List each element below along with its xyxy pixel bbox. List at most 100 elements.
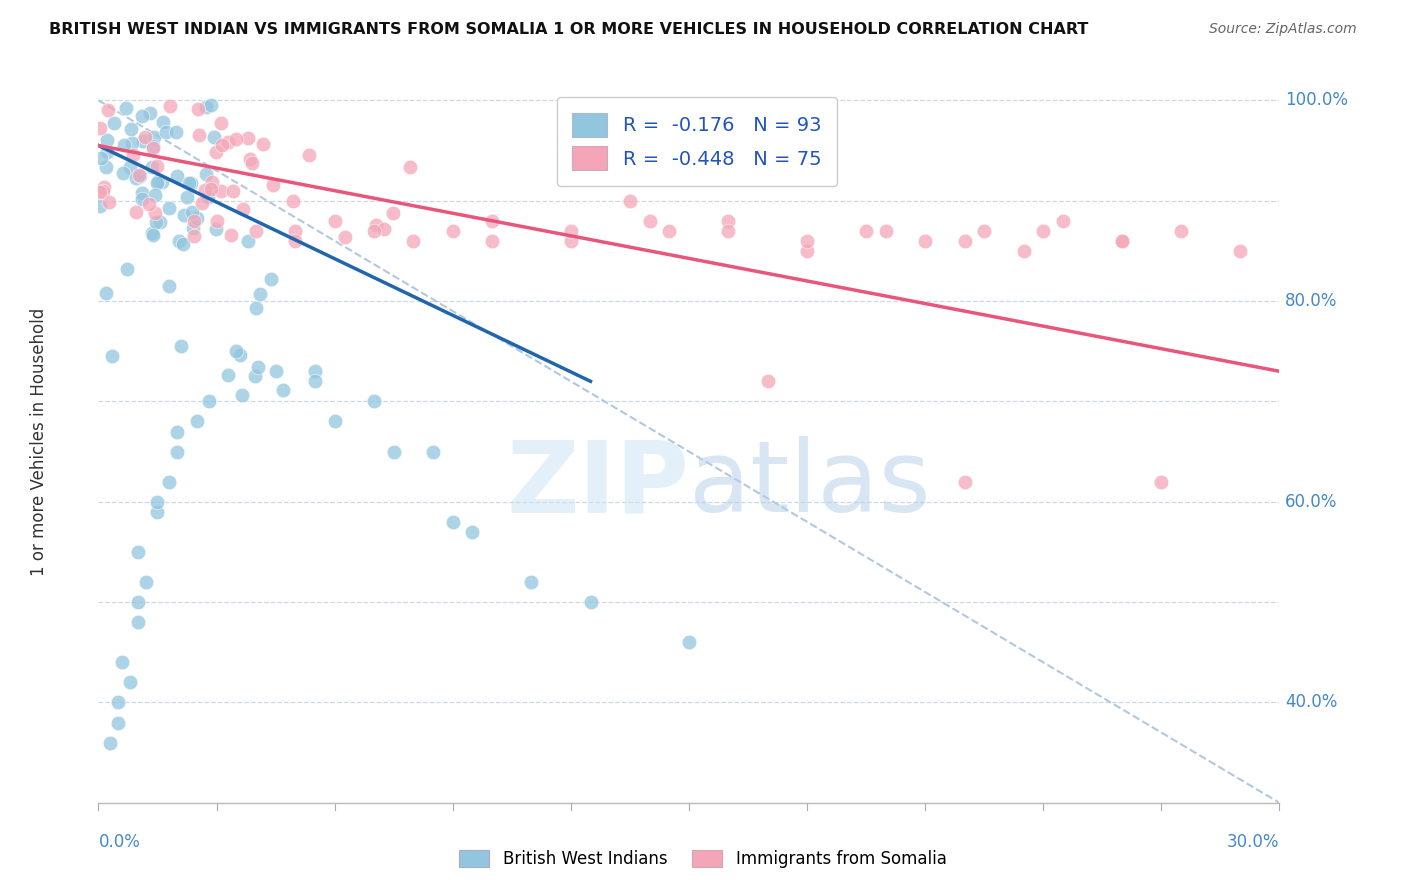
Point [141,161,163,175]
Point [181,205,204,219]
Point [1032,224,1054,238]
Point [107,695,129,709]
Point [211,138,233,153]
Point [134,130,156,145]
Point [249,287,271,301]
Point [373,221,395,235]
Point [89,120,111,135]
Point [335,229,357,244]
Point [264,364,287,378]
Point [173,209,195,223]
Point [98,735,121,749]
Point [90,151,112,165]
Point [245,224,267,238]
Point [363,394,385,409]
Point [125,204,148,219]
Point [678,635,700,649]
Point [217,135,239,149]
Point [1012,244,1035,258]
Point [107,715,129,730]
Point [170,339,193,353]
Point [146,494,169,508]
Point [120,161,142,175]
Point [183,213,205,227]
Point [200,181,222,195]
Point [236,131,259,145]
Point [142,141,165,155]
Point [176,190,198,204]
Point [323,414,346,428]
Point [183,228,205,243]
Point [481,213,503,227]
Point [186,211,208,225]
Point [157,279,180,293]
Point [205,145,228,160]
Point [180,176,202,190]
Point [717,213,740,227]
Point [138,197,160,211]
Point [205,213,228,227]
Point [186,414,208,428]
Point [142,228,165,243]
Point [304,374,326,388]
Point [159,98,181,112]
Point [247,360,270,375]
Point [127,595,149,609]
Text: atlas: atlas [689,436,931,533]
Point [89,185,111,199]
Point [146,176,169,190]
Point [217,368,239,382]
Point [323,213,346,227]
Point [139,106,162,120]
Point [1170,224,1192,238]
Point [281,194,304,208]
Point [298,147,321,161]
Point [381,206,404,220]
Point [240,156,263,170]
Point [97,103,120,117]
Point [166,425,188,439]
Point [422,444,444,458]
Point [183,220,205,235]
Point [197,394,219,409]
Text: 60.0%: 60.0% [1285,492,1337,511]
Point [149,215,172,229]
Point [132,134,155,148]
Point [194,183,217,197]
Point [658,224,681,238]
Point [953,234,976,248]
Point [231,387,253,401]
Point [129,169,152,183]
Point [232,202,254,216]
Point [875,224,897,238]
Point [121,147,143,161]
Point [179,176,201,190]
Point [481,234,503,248]
Point [131,192,153,206]
Point [560,224,582,238]
Point [117,262,139,277]
Point [96,133,118,147]
Point [114,101,136,115]
Point [197,190,219,204]
Point [441,224,464,238]
Point [194,100,217,114]
Point [202,129,225,144]
Text: 30.0%: 30.0% [1227,833,1279,851]
Point [225,344,247,359]
Text: 40.0%: 40.0% [1285,693,1337,712]
Point [260,272,283,286]
Point [111,655,134,669]
Point [120,122,142,136]
Point [914,234,936,248]
Point [1229,244,1251,258]
Point [225,132,247,146]
Point [97,195,120,210]
Point [93,184,115,198]
Point [619,194,641,208]
Point [127,545,149,559]
Point [560,234,582,248]
Point [103,115,125,129]
Text: 100.0%: 100.0% [1285,91,1348,110]
Point [96,145,118,159]
